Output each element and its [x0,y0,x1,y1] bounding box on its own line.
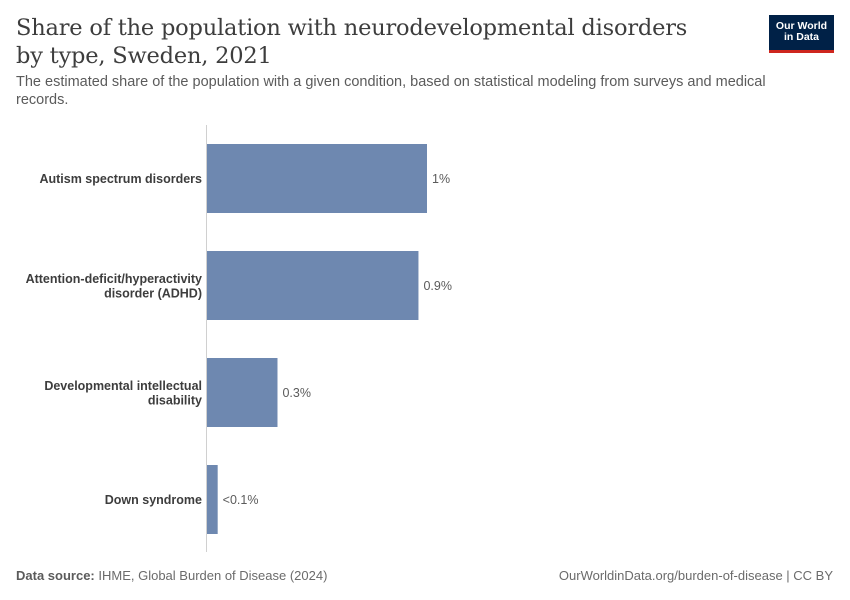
bar-value-label: <0.1% [223,493,259,507]
bar-value-label: 1% [432,172,450,186]
license-link[interactable]: OurWorldinData.org/burden-of-disease | C… [559,568,833,583]
bar-value-label: 0.9% [423,279,452,293]
category-label: Developmental intellectual disability [44,379,202,408]
category-label: Attention-deficit/hyperactivity disorder … [26,272,202,301]
bar[interactable] [207,251,418,320]
data-source-label: Data source: [16,568,95,583]
data-source-text[interactable]: IHME, Global Burden of Disease (2024) [98,568,327,583]
bar[interactable] [207,358,277,427]
bar[interactable] [207,465,218,534]
category-label: Down syndrome [105,493,202,507]
data-source: Data source: IHME, Global Burden of Dise… [16,568,327,583]
category-label: Autism spectrum disorders [39,172,202,186]
bars-group: 1% Autism spectrum disorders 0.9% Attention… [26,144,452,534]
bar-value-label: 0.3% [282,386,311,400]
bar[interactable] [207,144,427,213]
